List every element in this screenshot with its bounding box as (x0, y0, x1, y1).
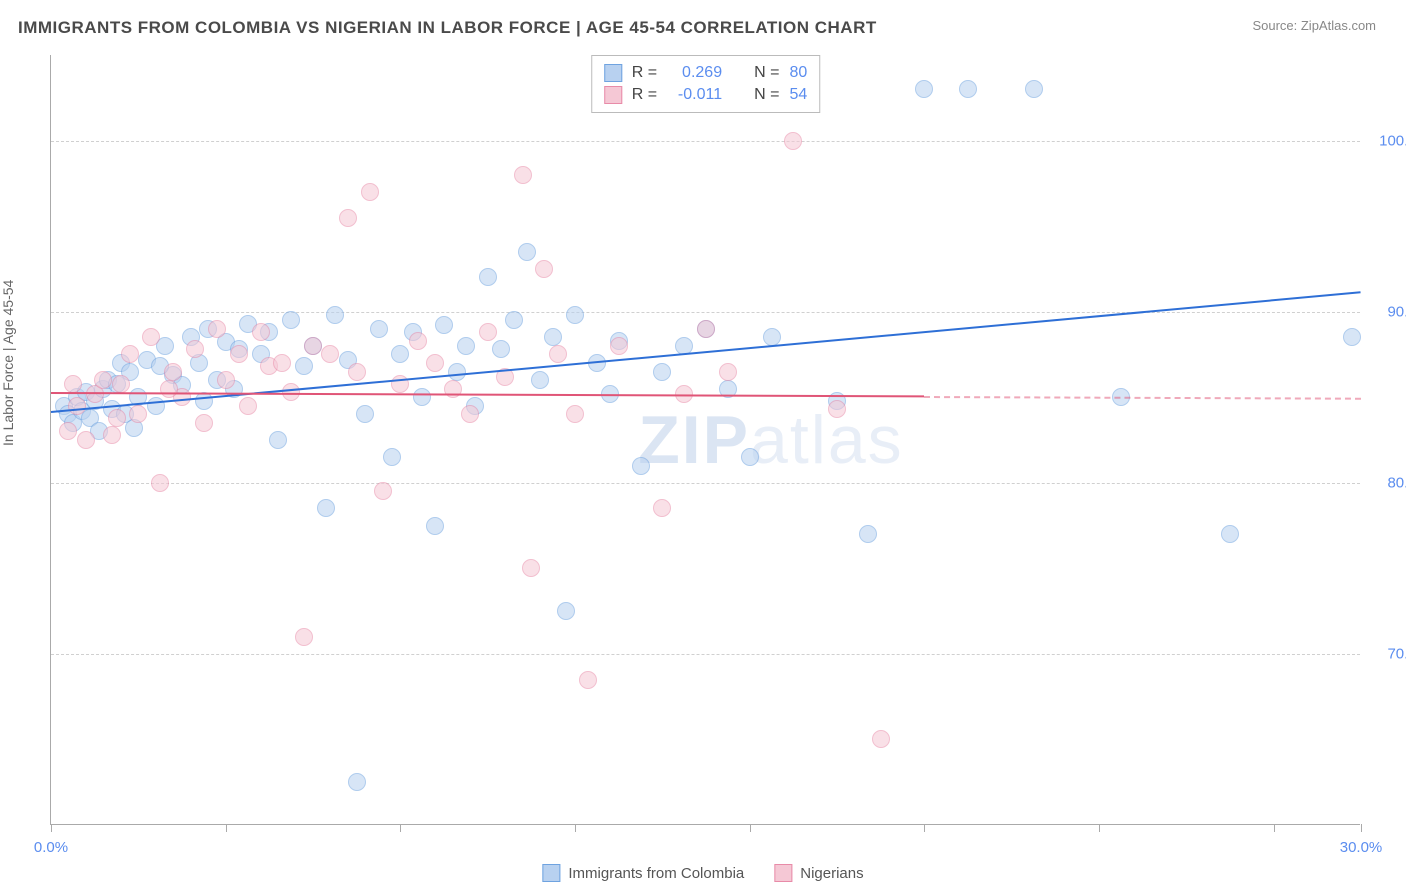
y-tick-label: 90.0% (1370, 303, 1406, 320)
series-legend: Immigrants from Colombia Nigerians (542, 864, 863, 882)
stats-legend-row: R = 0.269 N = 80 (604, 62, 807, 84)
legend-swatch (604, 86, 622, 104)
r-value: 0.269 (667, 64, 722, 82)
trend-line (924, 396, 1361, 400)
r-value: -0.011 (667, 86, 722, 104)
legend-item: Nigerians (774, 864, 863, 882)
chart-title: IMMIGRANTS FROM COLOMBIA VS NIGERIAN IN … (18, 18, 877, 38)
y-tick-label: 80.0% (1370, 474, 1406, 491)
x-tick (226, 824, 227, 832)
chart-plot-area: ZIPatlas R =0.269N =80R =-0.011N =54 70.… (50, 55, 1360, 825)
legend-label: Immigrants from Colombia (568, 865, 744, 882)
x-tick (400, 824, 401, 832)
stats-legend-row: R = -0.011 N = 54 (604, 84, 807, 106)
n-label: N = (754, 86, 779, 104)
n-value: 54 (789, 86, 807, 104)
n-label: N = (754, 64, 779, 82)
y-tick-label: 70.0% (1370, 645, 1406, 662)
x-tick (1361, 824, 1362, 832)
x-tick-label: 30.0% (1340, 839, 1383, 856)
r-label: R = (632, 86, 657, 104)
legend-swatch (604, 64, 622, 82)
legend-swatch (542, 864, 560, 882)
r-label: R = (632, 64, 657, 82)
legend-label: Nigerians (800, 865, 863, 882)
x-tick (51, 824, 52, 832)
legend-item: Immigrants from Colombia (542, 864, 744, 882)
x-tick (1099, 824, 1100, 832)
legend-swatch (774, 864, 792, 882)
n-value: 80 (789, 64, 807, 82)
x-tick (750, 824, 751, 832)
y-axis-label: In Labor Force | Age 45-54 (0, 280, 16, 446)
y-tick-label: 100.0% (1370, 132, 1406, 149)
x-tick-label: 0.0% (34, 839, 68, 856)
source-attribution: Source: ZipAtlas.com (1252, 18, 1376, 33)
x-tick (575, 824, 576, 832)
x-tick (924, 824, 925, 832)
stats-legend: R = 0.269 N = 80 R = -0.011 N = 54 (591, 55, 820, 113)
x-tick (1274, 824, 1275, 832)
trend-line (51, 392, 924, 397)
